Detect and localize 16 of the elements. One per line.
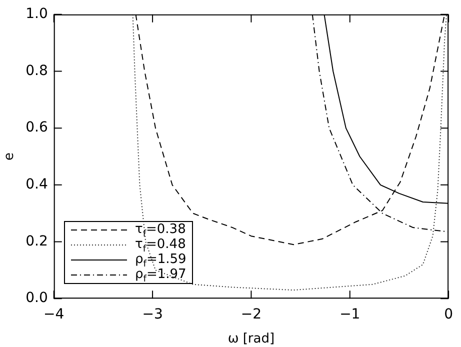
- y-tick-label: 1.0: [26, 6, 48, 22]
- legend-label: ρ$_{f}$=1.97: [135, 267, 186, 285]
- y-tick-label: 0.2: [26, 233, 48, 250]
- y-tick-label: 0.0: [26, 290, 48, 306]
- x-axis-title: ω [rad]: [228, 332, 275, 347]
- y-tick-label: 0.4: [26, 176, 48, 193]
- y-axis-title: e: [2, 152, 18, 160]
- x-tick-label: −1: [340, 306, 360, 323]
- x-tick-label: −3: [142, 306, 163, 323]
- x-tick-label: −4: [44, 306, 64, 323]
- x-tick-label: −2: [240, 306, 262, 323]
- y-tick-label: 0.6: [26, 120, 48, 136]
- y-tick-label: 0.8: [26, 62, 48, 79]
- line-series: [132, 14, 448, 291]
- legend-label: τ$_{f}$=0.48: [135, 237, 186, 255]
- x-tick-label: 0: [444, 306, 454, 323]
